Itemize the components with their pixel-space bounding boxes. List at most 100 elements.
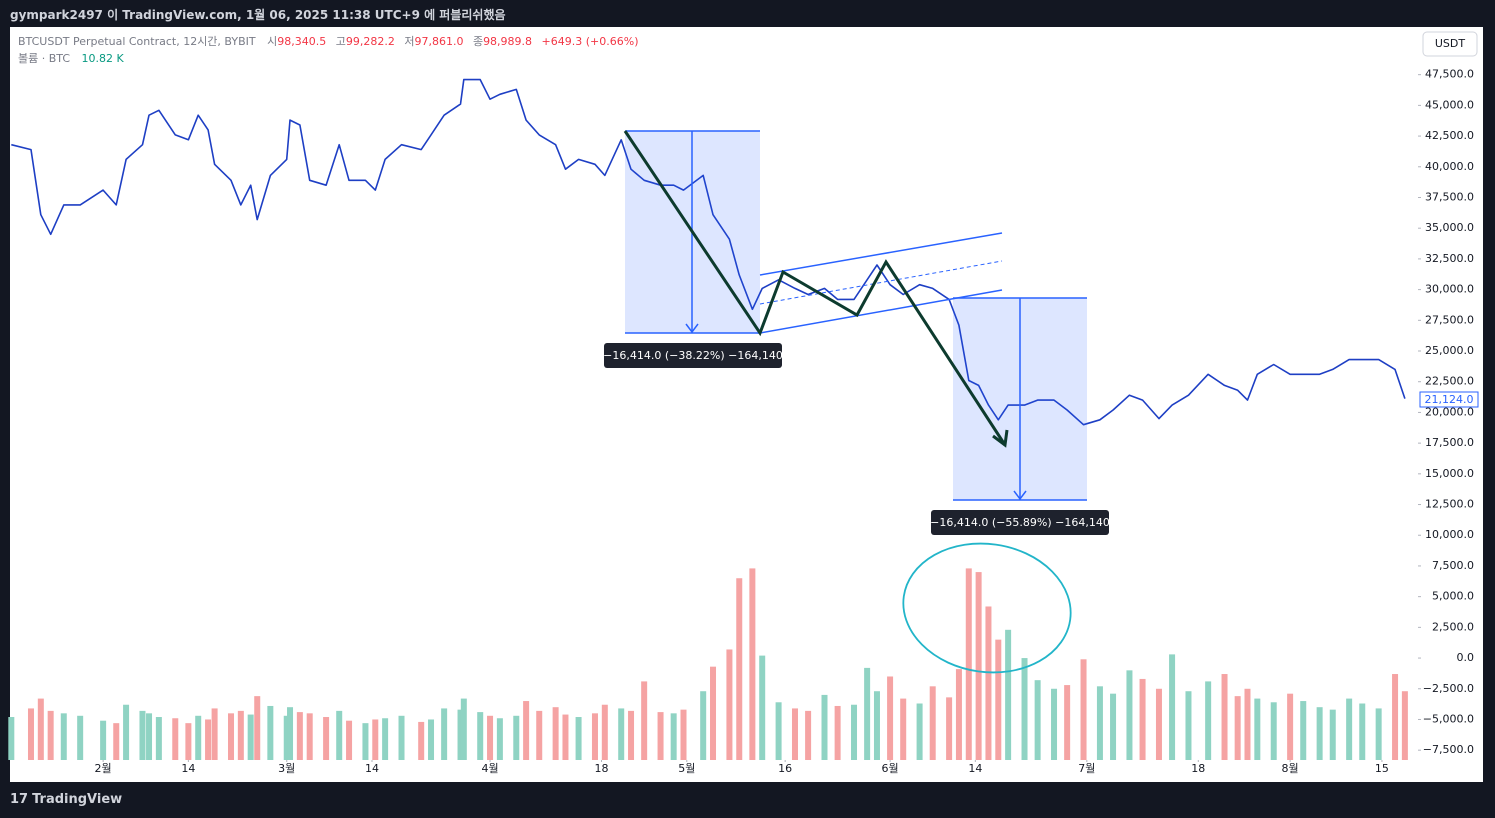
volume-bar — [346, 720, 353, 760]
volume-bar — [336, 710, 343, 760]
volume-bar — [523, 701, 530, 760]
volume-bar — [1329, 709, 1336, 760]
volume-bar — [929, 686, 936, 760]
x-tick-label: 14 — [181, 762, 195, 775]
y-tick-label: 7,500.0 — [1432, 559, 1474, 572]
volume-bar — [887, 676, 894, 760]
volume-bar — [575, 717, 582, 760]
y-tick-label: 40,000.0 — [1425, 160, 1474, 173]
volume-bar — [1221, 674, 1228, 760]
y-tick-label: 27,500.0 — [1425, 313, 1474, 326]
volume-bar — [955, 669, 962, 760]
volume-bar — [228, 713, 235, 760]
volume-bar — [155, 717, 162, 760]
volume-bar — [618, 708, 625, 760]
volume-bar — [736, 578, 743, 760]
volume-bar — [975, 572, 982, 760]
volume-bar — [1270, 702, 1277, 760]
volume-bar — [536, 710, 543, 760]
volume-bar — [1205, 681, 1212, 760]
x-tick-label: 14 — [968, 762, 982, 775]
volume-bar — [8, 717, 15, 760]
volume-bar — [77, 715, 84, 760]
legend-close: 98,989.8 — [483, 35, 532, 48]
volume-bar — [1126, 670, 1133, 760]
arrow-head — [685, 323, 699, 334]
volume-bar — [113, 723, 120, 760]
legend-open-label: 시 — [267, 35, 277, 48]
volume-bar — [670, 713, 677, 760]
zigzag-arrow — [992, 429, 1009, 448]
volume-bar — [657, 712, 664, 760]
volume-bar — [1375, 708, 1382, 760]
volume-bar — [749, 568, 756, 760]
x-tick-label: 16 — [778, 762, 792, 775]
volume-bar — [1316, 707, 1323, 760]
x-tick-label: 18 — [1191, 762, 1205, 775]
volume-bar — [185, 723, 192, 760]
volume-bar — [821, 694, 828, 760]
volume-bar — [487, 715, 494, 760]
measure-1: −16,414.0 (−38.22%) −164,140 — [603, 130, 783, 368]
volume-bar — [205, 719, 212, 760]
volume-bar — [1346, 698, 1353, 760]
volume-bar — [27, 708, 34, 760]
volume-bar — [700, 691, 707, 760]
x-tick-label: 18 — [595, 762, 609, 775]
volume-bar — [680, 709, 687, 760]
legend-change: +649.3 (+0.66%) — [542, 35, 639, 48]
legend-close-label: 종 — [473, 35, 483, 48]
volume-bar — [985, 606, 992, 760]
volume-bar — [900, 698, 907, 760]
currency-label[interactable]: USDT — [1435, 37, 1466, 50]
volume-bar — [146, 713, 153, 760]
measure-label-box — [604, 343, 782, 368]
volume-bar — [496, 718, 503, 760]
volume-bar — [628, 710, 635, 760]
volume-bar — [254, 696, 261, 760]
volume-bar — [834, 705, 841, 760]
zigzag — [623, 130, 1007, 446]
volume-bar — [759, 655, 766, 760]
currency-button[interactable] — [1422, 31, 1478, 57]
volume-bar — [946, 697, 953, 760]
volume-bar — [1034, 680, 1041, 760]
x-tick-label: 14 — [365, 762, 379, 775]
y-tick-label: 45,000.0 — [1425, 98, 1474, 111]
volume-bar — [710, 666, 717, 760]
volume-bar — [864, 667, 871, 760]
volume-value: 10.82 K — [82, 52, 125, 65]
volume-bar — [37, 698, 44, 760]
y-tick-label: 17,500.0 — [1425, 436, 1474, 449]
channel-mid — [759, 260, 1003, 305]
y-tick-label: 0.0 — [1457, 651, 1475, 664]
volume-bar — [123, 704, 130, 760]
y-tick-label: 10,000.0 — [1425, 528, 1474, 541]
volume-bar — [1169, 654, 1176, 760]
volume-bar — [362, 723, 369, 760]
volume-bar — [139, 710, 146, 760]
chart: −7,500.0 −5,000.0 −2,500.0 0.0 2,500.0 5,000.… — [8, 27, 1483, 782]
volume-bar — [805, 710, 812, 760]
x-tick-label: 7월 — [1078, 762, 1095, 775]
measure-label: −16,414.0 (−38.22%) −164,140 — [603, 349, 783, 362]
y-tick-label: 2,500.0 — [1432, 620, 1474, 633]
volume-bar — [726, 649, 733, 760]
volume-bar — [1287, 693, 1294, 760]
measure-2: −16,414.0 (−55.89%) −164,140 — [930, 297, 1110, 535]
volume-bar — [1392, 674, 1399, 760]
y-tick-label: 32,500.0 — [1425, 252, 1474, 265]
volume-bar — [873, 691, 880, 760]
arrow-head — [1013, 490, 1027, 501]
y-tick-label: 5,000.0 — [1432, 590, 1474, 603]
y-tick-label: −5,000.0 — [1423, 712, 1474, 725]
volume-bar — [1005, 629, 1012, 760]
y-tick-label: 42,500.0 — [1425, 129, 1474, 142]
volume-bar — [995, 639, 1002, 760]
plot: −7,500.0 −5,000.0 −2,500.0 0.0 2,500.0 5,000.… — [8, 68, 1474, 775]
legend-high: 99,282.2 — [346, 35, 395, 48]
volume-bar — [296, 712, 303, 760]
volume-bar — [1064, 685, 1071, 760]
volume-bar — [1155, 688, 1162, 760]
